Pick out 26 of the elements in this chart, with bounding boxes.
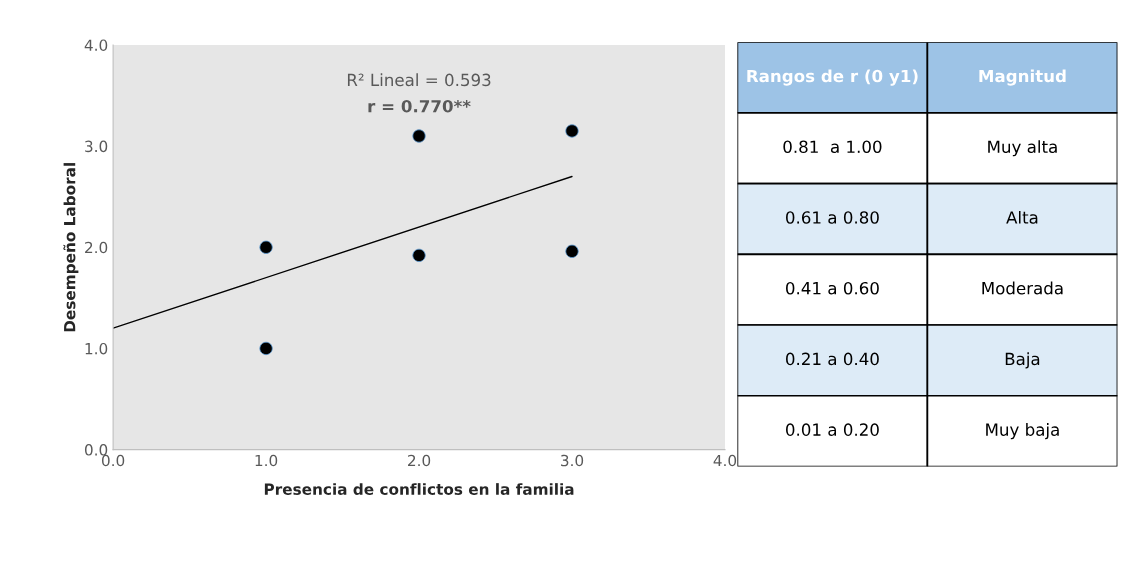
x-tick-label: 2.0 (408, 454, 431, 467)
text: 0.41 a 0.60 (786, 281, 879, 295)
annotation: R² Lineal = 0.593 (347, 73, 491, 87)
text: Moderada (982, 281, 1063, 295)
y-axis-title: Desempeño Laboral (63, 163, 79, 332)
text: 0.61 a 0.80 (786, 211, 879, 224)
y-tick-label: 0.0 (84, 444, 108, 456)
text: 0.81 a 1.00 (783, 140, 882, 154)
text: Baja (1005, 352, 1040, 369)
text: 0.01 a 0.20 (786, 423, 879, 436)
x-tick-label: 0.0 (101, 454, 125, 467)
y-tick-label: 4.0 (84, 39, 108, 51)
text: Muy baja (986, 423, 1059, 440)
text: 0.21 a 0.40 (786, 352, 879, 366)
x-tick-label: 1.0 (255, 454, 278, 467)
text: Alta (1006, 210, 1038, 224)
y-tick-label: 2.0 (85, 241, 108, 254)
text: Magnitud (979, 69, 1066, 86)
y-tick-label: 3.0 (85, 140, 108, 153)
x-tick-label: 3.0 (561, 454, 584, 467)
y-tick-label: 1.0 (85, 342, 108, 355)
text: Rangos de r (0 y1) (747, 69, 918, 86)
x-tick-label: 4.0 (713, 454, 737, 467)
text: Muy alta (988, 140, 1057, 157)
annotation: r = 0.770** (368, 99, 471, 113)
x-axis-title: Presencia de conflictos en la familia (264, 483, 574, 495)
